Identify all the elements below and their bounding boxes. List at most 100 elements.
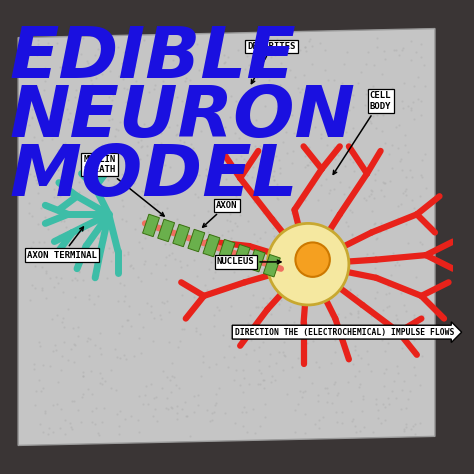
Point bbox=[407, 387, 414, 394]
Point bbox=[178, 228, 185, 235]
Point bbox=[290, 129, 298, 137]
Point bbox=[63, 223, 70, 231]
Point bbox=[416, 419, 424, 427]
Point bbox=[305, 37, 312, 45]
Point bbox=[291, 329, 299, 337]
Point bbox=[288, 183, 295, 191]
Point bbox=[254, 303, 262, 311]
Point bbox=[57, 275, 65, 283]
Point bbox=[91, 179, 99, 186]
Point bbox=[408, 107, 415, 114]
Point bbox=[234, 118, 241, 125]
Point bbox=[392, 394, 400, 401]
Point bbox=[136, 155, 144, 163]
Point bbox=[397, 405, 404, 412]
Point bbox=[365, 360, 372, 368]
Point bbox=[155, 210, 163, 217]
Point bbox=[33, 152, 41, 159]
Point bbox=[382, 290, 390, 298]
Point bbox=[86, 336, 93, 343]
Point bbox=[173, 225, 180, 232]
Point bbox=[232, 366, 239, 374]
Point bbox=[36, 338, 43, 346]
Point bbox=[286, 106, 293, 114]
Point bbox=[373, 44, 381, 51]
Point bbox=[131, 128, 139, 135]
Point bbox=[340, 251, 348, 259]
Point bbox=[166, 163, 174, 171]
Point bbox=[101, 377, 109, 384]
Point bbox=[374, 406, 382, 414]
Point bbox=[237, 265, 245, 273]
Point bbox=[228, 92, 235, 100]
Point bbox=[402, 404, 410, 412]
Point bbox=[139, 324, 147, 331]
Point bbox=[190, 256, 198, 264]
Point bbox=[371, 176, 378, 183]
Point bbox=[259, 209, 266, 217]
Text: NUCLEUS: NUCLEUS bbox=[217, 257, 281, 266]
Point bbox=[346, 334, 353, 342]
Point bbox=[318, 330, 325, 338]
Point bbox=[215, 120, 223, 128]
Point bbox=[151, 82, 158, 89]
Point bbox=[328, 399, 336, 407]
Point bbox=[238, 116, 246, 123]
Point bbox=[354, 307, 362, 315]
Point bbox=[98, 37, 106, 45]
Point bbox=[220, 167, 228, 174]
Point bbox=[59, 140, 67, 148]
Point bbox=[46, 108, 54, 116]
Point bbox=[393, 316, 401, 323]
Point bbox=[138, 187, 146, 194]
Point bbox=[388, 272, 395, 279]
Point bbox=[54, 280, 61, 287]
Point bbox=[392, 123, 400, 130]
Point bbox=[61, 139, 69, 146]
Point bbox=[382, 55, 389, 63]
Point bbox=[66, 118, 73, 126]
Point bbox=[308, 60, 316, 68]
Point bbox=[86, 238, 93, 246]
Point bbox=[273, 194, 281, 201]
Point bbox=[267, 379, 275, 386]
Point bbox=[59, 288, 67, 296]
Point bbox=[281, 97, 289, 104]
Point bbox=[348, 191, 356, 198]
Point bbox=[121, 48, 128, 55]
Point bbox=[207, 417, 214, 425]
Point bbox=[301, 410, 309, 418]
Point bbox=[152, 51, 160, 58]
Point bbox=[267, 310, 275, 318]
Point bbox=[113, 410, 120, 418]
Point bbox=[165, 123, 173, 130]
Point bbox=[188, 286, 195, 293]
Point bbox=[159, 298, 166, 306]
Point bbox=[360, 194, 368, 201]
Point bbox=[77, 50, 84, 57]
Point bbox=[243, 157, 250, 165]
Point bbox=[329, 226, 337, 234]
Point bbox=[196, 330, 204, 338]
Point bbox=[410, 253, 418, 260]
Point bbox=[339, 247, 346, 255]
Point bbox=[332, 241, 340, 248]
Point bbox=[344, 48, 351, 56]
Point bbox=[160, 71, 167, 79]
Point bbox=[304, 161, 311, 169]
Point bbox=[303, 114, 311, 122]
Point bbox=[311, 123, 319, 131]
Point bbox=[70, 234, 77, 241]
Point bbox=[275, 348, 283, 356]
Point bbox=[263, 299, 270, 307]
Point bbox=[69, 211, 77, 219]
Point bbox=[179, 406, 186, 413]
Point bbox=[194, 193, 201, 201]
Point bbox=[67, 345, 75, 353]
Point bbox=[82, 90, 90, 97]
Point bbox=[276, 170, 283, 177]
Point bbox=[231, 129, 238, 137]
Point bbox=[393, 362, 401, 370]
Point bbox=[143, 143, 151, 150]
Point bbox=[349, 415, 357, 423]
